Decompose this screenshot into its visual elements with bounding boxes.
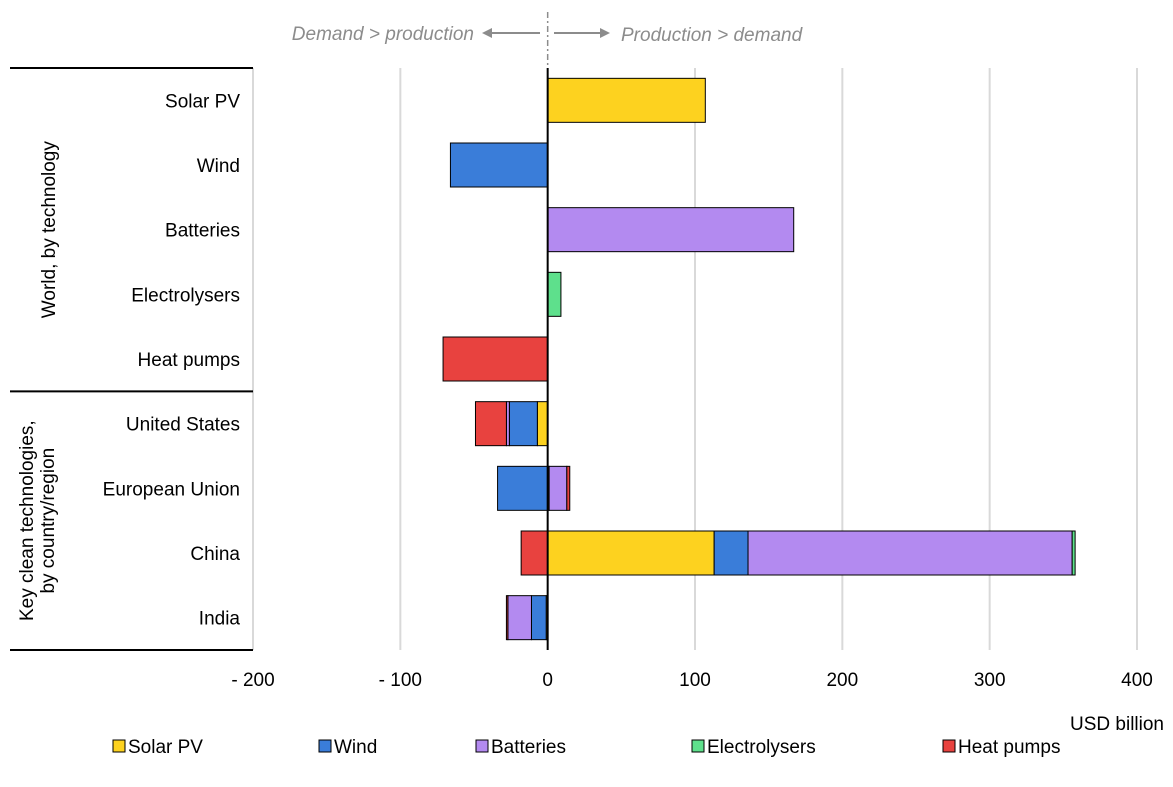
category-label: Solar PV — [165, 91, 240, 112]
bar-wind-wind — [450, 143, 547, 187]
legend-label: Electrolysers — [707, 737, 816, 758]
legend-swatch — [113, 740, 125, 752]
legend-label: Solar PV — [128, 737, 203, 758]
group-label: by country/region — [38, 448, 59, 594]
bar-solar-pv-solar-pv — [548, 78, 706, 122]
bar-heat-pumps-china — [521, 531, 548, 575]
bar-electrolysers-electrolysers — [548, 272, 561, 316]
arrow-left-head — [482, 28, 492, 38]
bar-wind-china — [714, 531, 748, 575]
category-label: Heat pumps — [138, 350, 240, 371]
bars — [443, 78, 1075, 639]
x-tick-label: 0 — [542, 670, 553, 691]
bar-heat-pumps-european-union — [567, 466, 570, 510]
group-label: World, by technology — [39, 141, 60, 319]
bar-solar-pv-china — [548, 531, 714, 575]
category-label: India — [199, 609, 241, 630]
legend-swatch — [319, 740, 331, 752]
unit-label: USD billion — [1070, 714, 1164, 735]
annotation-right: Production > demand — [621, 25, 804, 46]
bar-electrolysers-china — [1072, 531, 1075, 575]
x-tick-label: - 200 — [231, 670, 274, 691]
category-label: United States — [126, 415, 240, 436]
bar-heat-pumps-heat-pumps — [443, 337, 548, 381]
category-label: European Union — [103, 479, 240, 500]
legend-label: Heat pumps — [958, 737, 1060, 758]
bar-batteries-batteries — [548, 208, 794, 252]
legend-label: Batteries — [491, 737, 566, 758]
bar-solar-pv-united-states — [537, 402, 547, 446]
legend-swatch — [692, 740, 704, 752]
arrow-right-head — [600, 28, 610, 38]
legend-swatch — [476, 740, 488, 752]
x-tick-label: 100 — [679, 670, 711, 691]
category-label: China — [190, 544, 240, 565]
x-tick-label: 300 — [974, 670, 1006, 691]
category-label: Batteries — [165, 221, 240, 242]
annotation-left: Demand > production — [292, 24, 474, 45]
legend-label: Wind — [334, 737, 377, 758]
bar-heat-pumps-india — [506, 596, 507, 640]
category-label: Electrolysers — [131, 285, 240, 306]
category-labels: Solar PV Wind Batteries Electrolysers Heat p… — [103, 91, 241, 629]
bar-batteries-european-union — [549, 466, 567, 510]
bar-batteries-india — [508, 596, 532, 640]
x-tick-label: - 100 — [379, 670, 422, 691]
bar-batteries-china — [748, 531, 1072, 575]
bar-heat-pumps-united-states — [475, 402, 506, 446]
category-label: Wind — [197, 156, 240, 177]
bar-wind-european-union — [498, 466, 548, 510]
bar-wind-united-states — [509, 402, 537, 446]
legend: Solar PV Wind Batteries Electrolysers Heat p… — [113, 737, 1060, 758]
x-tick-label: 400 — [1121, 670, 1153, 691]
x-tick-label: 200 — [826, 670, 858, 691]
legend-swatch — [943, 740, 955, 752]
bar-wind-india — [531, 596, 546, 640]
group-label: Key clean technologies, — [17, 420, 38, 621]
